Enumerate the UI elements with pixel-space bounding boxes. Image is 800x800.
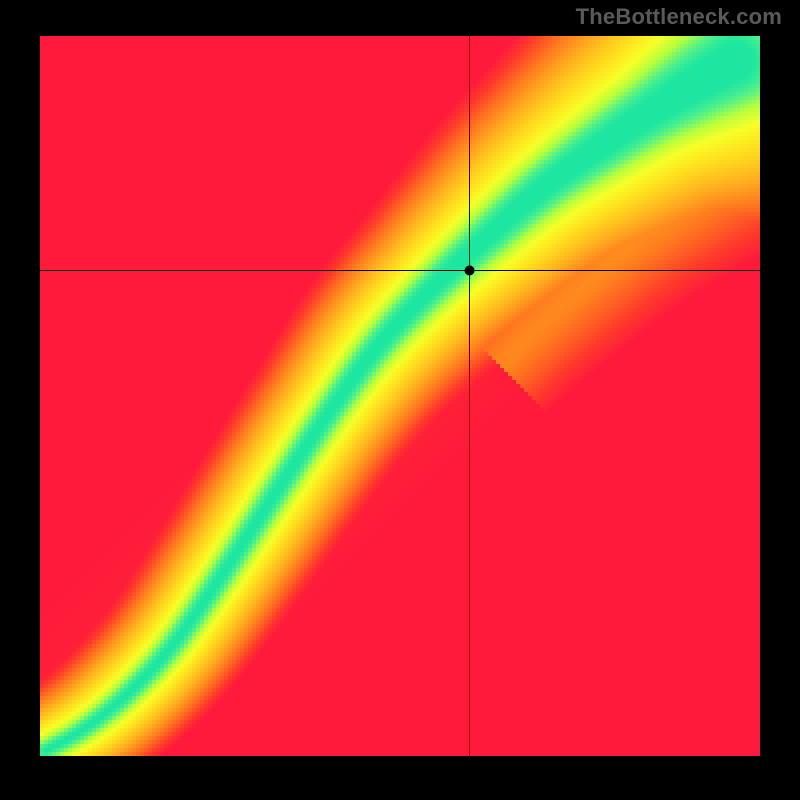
heatmap-canvas bbox=[40, 36, 760, 756]
watermark-text: TheBottleneck.com bbox=[576, 4, 782, 30]
chart-container: TheBottleneck.com bbox=[0, 0, 800, 800]
